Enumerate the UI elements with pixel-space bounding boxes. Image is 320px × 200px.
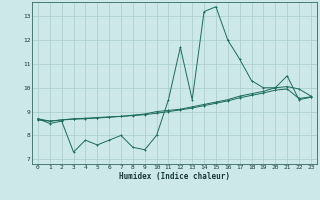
X-axis label: Humidex (Indice chaleur): Humidex (Indice chaleur) — [119, 172, 230, 181]
